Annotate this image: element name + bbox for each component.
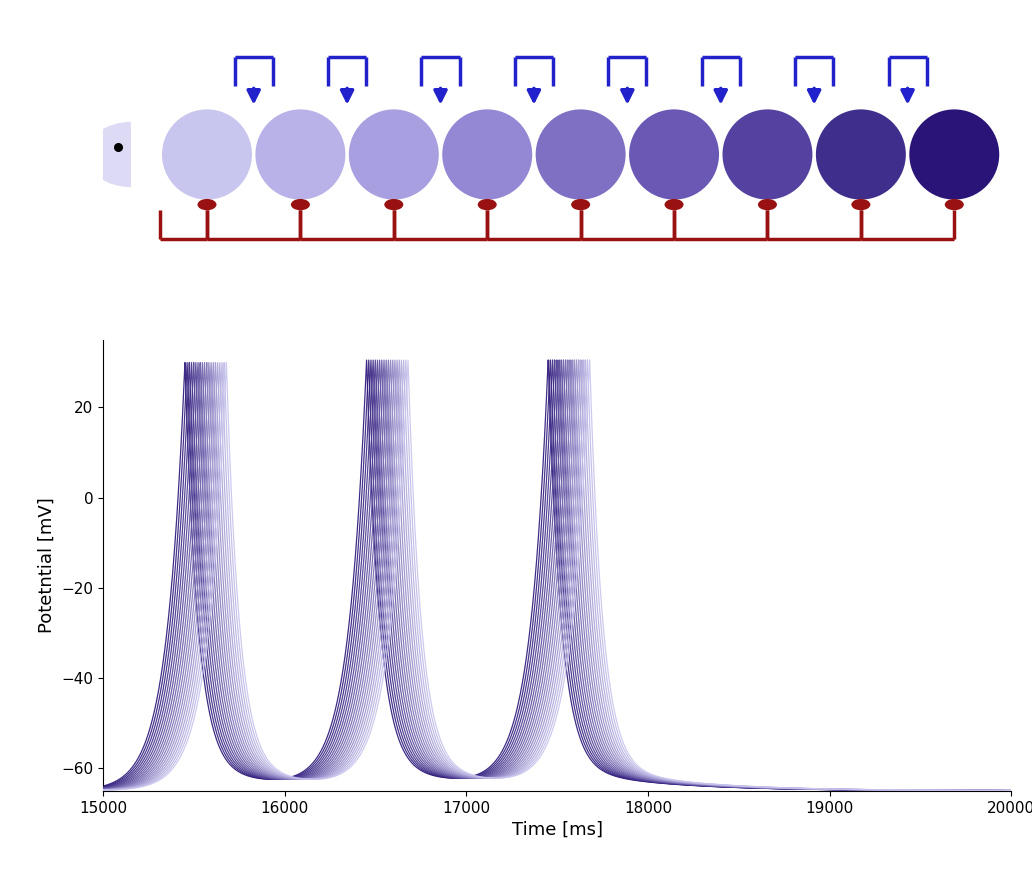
Ellipse shape — [256, 109, 346, 200]
Ellipse shape — [944, 199, 964, 210]
Ellipse shape — [722, 109, 812, 200]
X-axis label: Time [ms]: Time [ms] — [512, 821, 603, 839]
Ellipse shape — [197, 199, 217, 210]
Wedge shape — [86, 122, 131, 187]
Ellipse shape — [162, 109, 252, 200]
Ellipse shape — [571, 199, 590, 210]
Ellipse shape — [630, 109, 719, 200]
Ellipse shape — [478, 199, 496, 210]
Ellipse shape — [443, 109, 533, 200]
Y-axis label: Potetntial [mV]: Potetntial [mV] — [38, 497, 56, 634]
Ellipse shape — [536, 109, 625, 200]
Ellipse shape — [909, 109, 999, 200]
Ellipse shape — [851, 199, 870, 210]
Ellipse shape — [349, 109, 439, 200]
Ellipse shape — [384, 199, 404, 210]
Ellipse shape — [757, 199, 777, 210]
Ellipse shape — [291, 199, 310, 210]
Ellipse shape — [665, 199, 683, 210]
Ellipse shape — [816, 109, 906, 200]
